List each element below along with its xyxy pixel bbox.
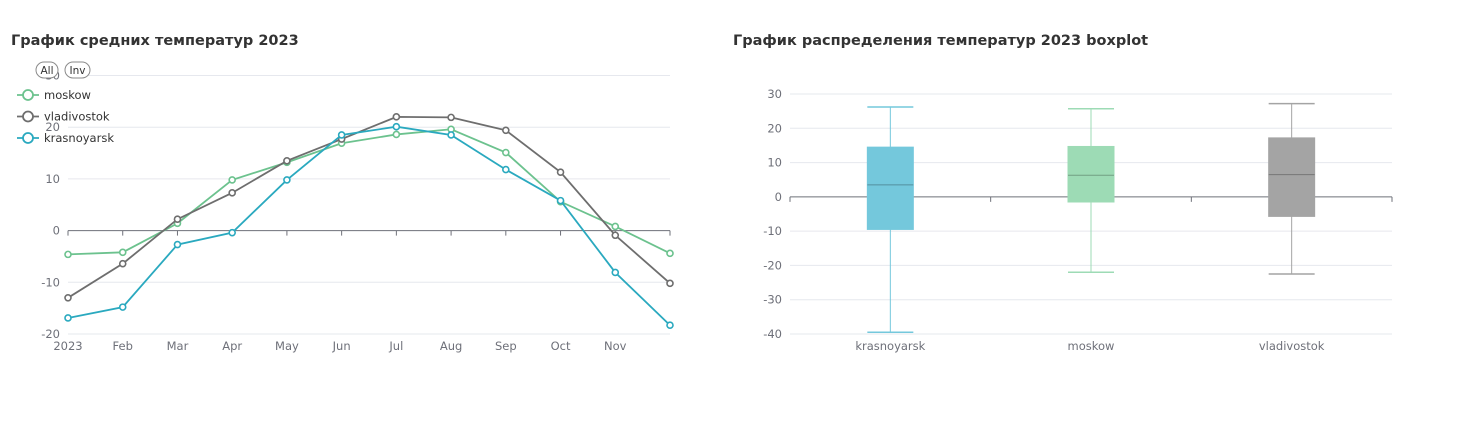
y-tick-label: -20	[763, 258, 782, 272]
iqr-box	[1268, 137, 1316, 217]
data-point-krasnoyarsk	[447, 131, 455, 139]
line-chart-title: График средних температур 2023	[11, 33, 299, 49]
x-tick-label: May	[275, 339, 299, 353]
data-point-krasnoyarsk	[392, 122, 401, 131]
data-point-vladivostok	[283, 157, 291, 165]
data-point-vladivostok	[228, 189, 236, 197]
y-tick-label: 20	[45, 120, 60, 134]
x-tick-label: Jun	[332, 339, 351, 353]
data-point-moskow	[228, 176, 236, 184]
data-point-krasnoyarsk	[611, 268, 620, 277]
x-tick-label: Apr	[222, 339, 242, 353]
data-point-vladivostok	[666, 279, 674, 288]
legend-label[interactable]: moskow	[44, 88, 91, 102]
data-point-krasnoyarsk	[64, 314, 72, 322]
iqr-box	[866, 146, 914, 230]
x-tick-label: Mar	[167, 339, 189, 353]
legend-all-button[interactable]: All	[35, 61, 59, 79]
iqr-box	[1067, 145, 1115, 203]
y-tick-label: 0	[775, 190, 782, 204]
x-tick-label: Nov	[604, 339, 627, 353]
legend-all-button-frame[interactable]	[35, 61, 59, 79]
data-point-krasnoyarsk	[556, 196, 565, 205]
data-point-krasnoyarsk	[337, 131, 346, 139]
box-vladivostok	[1268, 102, 1316, 275]
data-point-vladivostok	[611, 231, 620, 240]
data-point-moskow	[666, 249, 674, 258]
x-tick-label: Jul	[388, 339, 403, 353]
x-tick-label: moskow	[1068, 339, 1115, 353]
data-point-krasnoyarsk	[228, 228, 236, 237]
data-point-vladivostok	[64, 294, 72, 302]
y-tick-label: 20	[767, 121, 782, 135]
y-tick-label: -10	[763, 224, 782, 238]
data-point-vladivostok	[392, 113, 401, 121]
legend-inv-button-label[interactable]: Inv	[70, 65, 86, 77]
data-point-krasnoyarsk	[502, 165, 510, 174]
series-line-krasnoyarsk	[67, 125, 671, 326]
y-tick-label: -20	[41, 327, 60, 341]
legend-symbol[interactable]	[22, 110, 34, 123]
legend-symbol[interactable]	[22, 132, 34, 144]
x-tick-label: krasnoyarsk	[855, 339, 925, 353]
y-tick-label: -30	[763, 293, 782, 307]
legend-symbol[interactable]	[22, 89, 34, 101]
legend-label[interactable]: vladivostok	[44, 110, 110, 124]
data-point-vladivostok	[556, 168, 565, 176]
x-tick-label: vladivostok	[1259, 339, 1325, 353]
legend-inv-button-frame[interactable]	[64, 61, 91, 79]
legend: All Inv moskow vladivostok krasnoyarsk	[17, 61, 114, 145]
data-point-krasnoyarsk	[666, 321, 674, 330]
y-tick-label: 0	[53, 224, 60, 238]
data-point-krasnoyarsk	[118, 303, 127, 311]
boxplot-chart-title: График распределения температур 2023 box…	[733, 33, 1149, 49]
data-point-vladivostok	[118, 259, 127, 268]
data-point-vladivostok	[502, 126, 510, 135]
legend-item-krasnoyarsk[interactable]: krasnoyarsk	[17, 131, 114, 145]
box-krasnoyarsk	[866, 106, 914, 334]
boxplot-chart: -40 -30 -20 -10 0 10 20 30 krasnoyarsk moskow vlad…	[763, 87, 1393, 353]
legend-all-button-label[interactable]: All	[40, 65, 53, 77]
x-tick-label: Aug	[440, 339, 462, 353]
data-point-vladivostok	[173, 215, 182, 224]
x-tick-label: 2023	[53, 339, 82, 353]
line-chart-panel: График средних температур 2023 -20 -10 0 10…	[0, 0, 700, 426]
data-point-moskow	[502, 148, 510, 157]
y-tick-label: -40	[763, 327, 782, 341]
x-tick-label: Sep	[495, 339, 517, 353]
box-moskow	[1067, 107, 1115, 274]
data-point-vladivostok	[447, 113, 455, 122]
legend-item-vladivostok[interactable]: vladivostok	[17, 110, 110, 124]
y-tick-label: -10	[41, 275, 60, 289]
x-tick-label: Oct	[551, 339, 571, 353]
series-line-moskow	[67, 128, 671, 256]
y-tick-label: 10	[45, 172, 60, 186]
line-chart: -20-1001020302023FebMarAprMayJunJulAugSe…	[17, 61, 674, 353]
data-point-moskow	[64, 250, 72, 259]
x-tick-label: Feb	[113, 339, 133, 353]
series-line-vladivostok	[67, 115, 671, 299]
data-point-moskow	[118, 248, 127, 257]
data-point-moskow	[611, 222, 620, 231]
y-tick-label: 30	[767, 87, 782, 101]
data-point-krasnoyarsk	[173, 240, 182, 249]
data-point-moskow	[392, 130, 401, 139]
y-tick-label: 10	[767, 156, 782, 170]
legend-label[interactable]: krasnoyarsk	[44, 131, 114, 145]
legend-inv-button[interactable]: Inv	[64, 61, 91, 79]
data-point-krasnoyarsk	[283, 176, 291, 184]
legend-item-moskow[interactable]: moskow	[17, 88, 91, 102]
boxplot-chart-panel: График распределения температур 2023 box…	[722, 0, 1470, 426]
